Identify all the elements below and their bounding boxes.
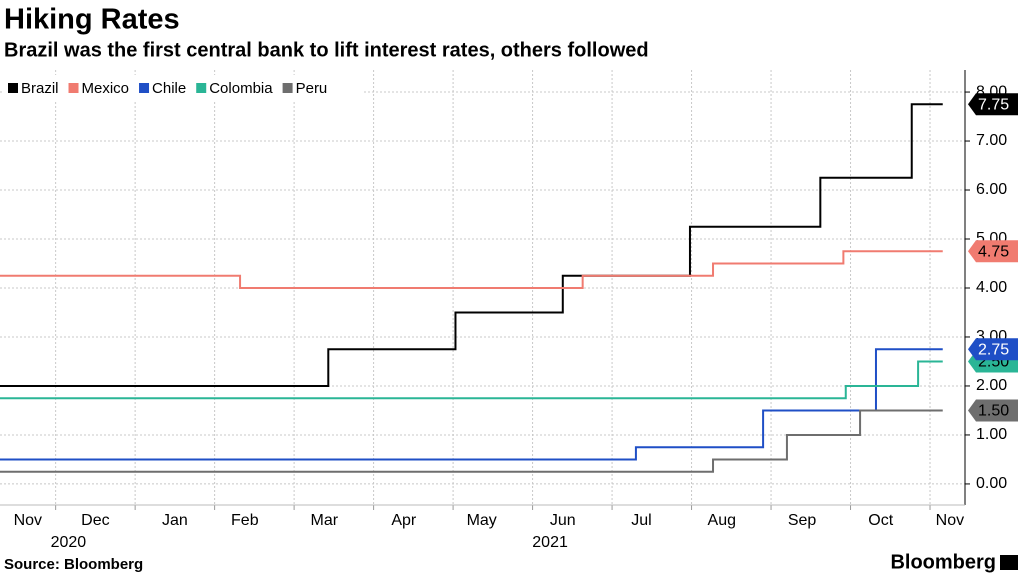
y-tick-label: 2.00 [976, 377, 1007, 394]
y-tick-label: 4.00 [976, 279, 1007, 296]
source: Source: Bloomberg [4, 556, 143, 573]
end-label-box [968, 240, 1018, 263]
end-label: 4.75 [978, 243, 1009, 260]
series-line [0, 360, 943, 400]
brand: Bloomberg [890, 551, 996, 573]
chart-subtitle: Brazil was the first central bank to lif… [4, 39, 649, 61]
y-tick-label: 6.00 [976, 181, 1007, 198]
brand-mark [1000, 555, 1018, 570]
x-tick-label: Jan [162, 512, 188, 529]
x-tick-label: May [467, 512, 497, 529]
x-tick-label: Jun [550, 512, 576, 529]
legend-label: Brazil [21, 80, 59, 97]
end-label: 7.75 [978, 97, 1009, 114]
legend-label: Colombia [209, 80, 273, 97]
chart-title: Hiking Rates [4, 4, 180, 36]
end-label: 2.75 [978, 341, 1009, 358]
series-line [0, 250, 943, 289]
x-tick-label: Jul [631, 512, 651, 529]
end-label-box [968, 399, 1018, 422]
x-tick-label: Aug [708, 512, 736, 529]
end-label: 1.50 [978, 403, 1009, 420]
legend-swatch [196, 83, 207, 93]
legend-label: Chile [152, 80, 186, 97]
series-line [0, 103, 943, 387]
legend: Brazil Mexico Chile Colombia Peru [2, 75, 364, 101]
legend-swatch [8, 83, 18, 93]
end-label-box [968, 338, 1018, 361]
x-tick-label: Mar [311, 512, 339, 529]
legend-swatch [139, 83, 150, 93]
x-tick-label: Sep [788, 512, 817, 529]
x-tick-label: Oct [868, 512, 893, 529]
y-tick-label: 7.00 [976, 132, 1007, 149]
x-year-label: 2020 [51, 534, 87, 551]
series-line [0, 409, 943, 473]
y-tick-label: 0.00 [976, 475, 1007, 492]
x-tick-label: Apr [391, 512, 417, 529]
x-year-label: 2021 [532, 534, 568, 551]
end-label-box [968, 93, 1018, 116]
x-tick-label: Feb [231, 512, 259, 529]
series-line [0, 348, 943, 461]
legend-label: Mexico [82, 80, 130, 97]
legend-swatch [68, 83, 79, 93]
legend-bg [2, 75, 364, 101]
x-tick-label: Dec [81, 512, 109, 529]
legend-swatch [282, 83, 293, 93]
y-tick-label: 1.00 [976, 426, 1007, 443]
x-tick-label: Nov [936, 512, 964, 529]
x-tick-label: Nov [14, 512, 42, 529]
legend-label: Peru [296, 80, 328, 97]
